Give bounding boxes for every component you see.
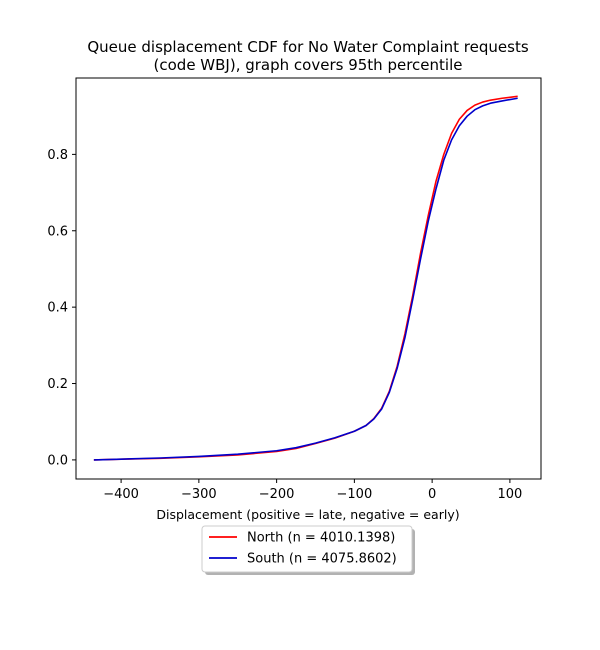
chart-title: Queue displacement CDF for No Water Comp…	[87, 38, 528, 74]
y-tick-label: 0.2	[47, 377, 68, 392]
x-tick-label: −100	[337, 487, 373, 502]
chart-title-line-1: Queue displacement CDF for No Water Comp…	[87, 38, 528, 56]
legend-box	[201, 525, 413, 573]
y-tick-label: 0.8	[47, 148, 68, 163]
series-line-0	[93, 95, 518, 461]
x-tick-label: −300	[181, 487, 217, 502]
x-tick-label: −400	[103, 487, 139, 502]
y-axis: 0.0 0.2 0.4 0.6 0.8	[47, 148, 76, 468]
y-tick-label: 0.6	[47, 224, 68, 239]
legend: North (n = 4010.1398) South (n = 4075.860…	[201, 525, 415, 575]
series-line-1	[93, 97, 518, 461]
plot-frame	[75, 77, 542, 480]
x-tick-label: −200	[259, 487, 295, 502]
x-tick-label: 100	[497, 487, 522, 502]
chart-title-line-2: (code WBJ), graph covers 95th percentile	[154, 56, 463, 74]
x-tick-label: 0	[428, 487, 436, 502]
legend-label-0: North (n = 4010.1398)	[247, 531, 395, 546]
x-axis-label: Displacement (positive = late, negative …	[156, 507, 459, 522]
x-axis: −400 −300 −200 −100 0 100	[103, 479, 522, 502]
y-tick-label: 0.4	[47, 301, 68, 316]
plot-area	[93, 95, 518, 461]
y-tick-label: 0.0	[47, 453, 68, 468]
legend-label-1: South (n = 4075.8602)	[247, 552, 397, 567]
